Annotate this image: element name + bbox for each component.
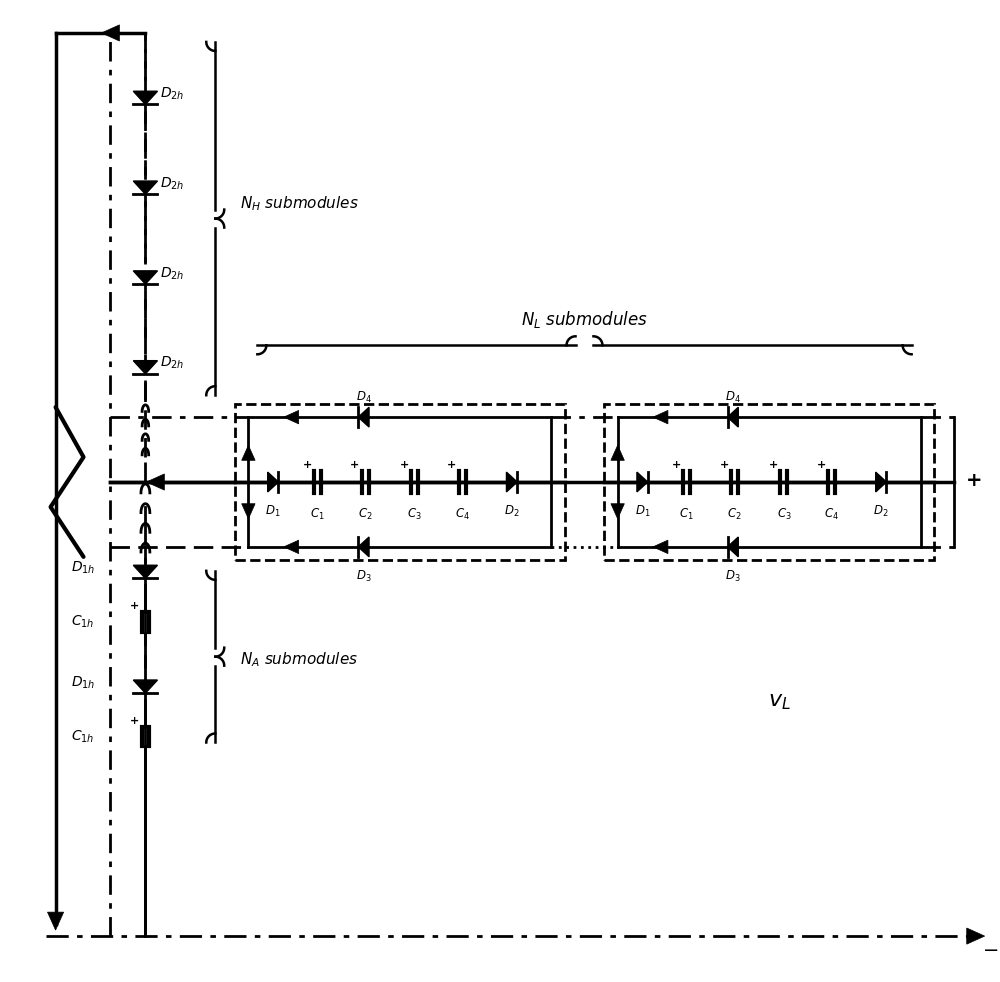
Text: $C_2$: $C_2$ <box>358 507 373 522</box>
Text: +: + <box>447 460 457 470</box>
Text: +: + <box>719 460 729 470</box>
Text: $C_4$: $C_4$ <box>455 507 470 522</box>
Text: +: + <box>966 470 982 489</box>
Text: $C_4$: $C_4$ <box>824 507 839 522</box>
Polygon shape <box>967 928 985 944</box>
Polygon shape <box>242 446 255 461</box>
Text: $D_2$: $D_2$ <box>504 504 520 519</box>
Polygon shape <box>133 680 157 693</box>
Polygon shape <box>358 537 369 557</box>
Text: $D_3$: $D_3$ <box>725 569 741 584</box>
Text: $C_3$: $C_3$ <box>407 507 422 522</box>
Polygon shape <box>284 540 299 554</box>
Polygon shape <box>876 472 886 492</box>
Text: $N_L$ submodules: $N_L$ submodules <box>521 309 648 330</box>
Text: $C_{1h}$: $C_{1h}$ <box>71 614 94 629</box>
Text: $C_3$: $C_3$ <box>777 507 791 522</box>
Text: $C_2$: $C_2$ <box>727 507 742 522</box>
Polygon shape <box>637 472 648 492</box>
Text: $D_{2h}$: $D_{2h}$ <box>160 265 185 282</box>
Text: $D_{2h}$: $D_{2h}$ <box>160 176 185 191</box>
Polygon shape <box>133 181 157 194</box>
Bar <box>235 405 565 560</box>
Polygon shape <box>133 91 157 104</box>
Polygon shape <box>133 566 157 578</box>
Polygon shape <box>728 408 738 427</box>
Text: $-$: $-$ <box>982 939 998 957</box>
Text: $D_{2h}$: $D_{2h}$ <box>160 85 185 102</box>
Polygon shape <box>653 410 668 424</box>
Bar <box>604 405 934 560</box>
Polygon shape <box>653 540 668 554</box>
Text: $D_{2h}$: $D_{2h}$ <box>160 355 185 371</box>
Text: $D_4$: $D_4$ <box>725 390 741 406</box>
Text: +: + <box>400 460 409 470</box>
Text: $C_1$: $C_1$ <box>679 507 694 522</box>
Text: +: + <box>130 601 140 611</box>
Text: $D_3$: $D_3$ <box>356 569 371 584</box>
Polygon shape <box>358 408 369 427</box>
Polygon shape <box>101 25 119 41</box>
Text: +: + <box>130 716 140 726</box>
Polygon shape <box>47 912 64 930</box>
Text: +: + <box>350 460 359 470</box>
Text: +: + <box>302 460 312 470</box>
Polygon shape <box>284 410 299 424</box>
Polygon shape <box>728 537 738 557</box>
Polygon shape <box>506 472 517 492</box>
Text: +: + <box>817 460 826 470</box>
Polygon shape <box>611 446 624 461</box>
Text: $C_{1h}$: $C_{1h}$ <box>71 729 94 744</box>
Text: $v_L$: $v_L$ <box>768 691 791 712</box>
Text: $D_{1h}$: $D_{1h}$ <box>71 675 95 690</box>
Polygon shape <box>133 360 157 374</box>
Text: +: + <box>672 460 681 470</box>
Text: $N_A$ submodules: $N_A$ submodules <box>240 650 358 669</box>
Polygon shape <box>268 472 278 492</box>
Text: $D_1$: $D_1$ <box>635 504 650 519</box>
Polygon shape <box>133 271 157 284</box>
Polygon shape <box>242 504 255 518</box>
Text: $D_1$: $D_1$ <box>265 504 281 519</box>
Text: $N_H$ submodules: $N_H$ submodules <box>240 194 359 213</box>
Text: $C_1$: $C_1$ <box>310 507 325 522</box>
Text: +: + <box>769 460 778 470</box>
Text: $D_4$: $D_4$ <box>356 390 372 406</box>
Text: $D_{1h}$: $D_{1h}$ <box>71 560 95 576</box>
Polygon shape <box>611 504 624 518</box>
Text: $D_2$: $D_2$ <box>873 504 889 519</box>
Polygon shape <box>146 474 164 490</box>
